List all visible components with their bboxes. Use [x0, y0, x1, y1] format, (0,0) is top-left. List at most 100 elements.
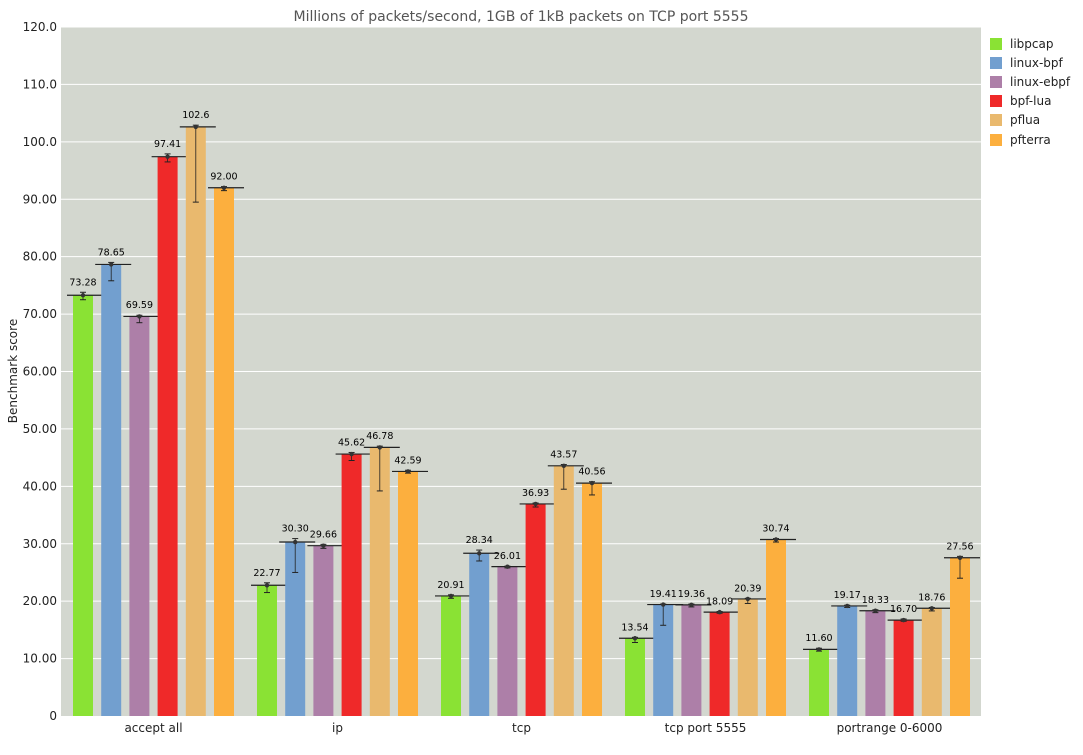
value-dot [321, 543, 326, 548]
bar-pflua-3 [737, 598, 758, 716]
data-label: 19.17 [834, 590, 861, 601]
legend-item-bpf-lua: bpf-lua [990, 92, 1070, 111]
data-label: 20.39 [734, 583, 761, 594]
data-label: 46.78 [366, 431, 393, 442]
legend-swatch [990, 75, 1002, 88]
value-dot [632, 636, 638, 641]
bar-libpcap-3 [625, 638, 645, 716]
value-dot [165, 154, 170, 159]
y-tick-label: 60.00 [23, 365, 57, 379]
bar-pfterra-3 [766, 539, 786, 716]
bar-linux-bpf-4 [837, 605, 858, 716]
bar-libpcap-4 [809, 649, 829, 716]
value-dot [80, 293, 86, 298]
bar-linux-ebpf-1 [313, 545, 334, 716]
x-tick-label: ip [332, 721, 343, 735]
value-dot [589, 480, 595, 486]
y-tick-label: 30.00 [23, 537, 57, 551]
y-tick-label: 110.0 [23, 77, 57, 91]
y-tick-label: 0 [49, 709, 57, 723]
data-label: 11.60 [805, 633, 832, 644]
data-label: 78.65 [98, 247, 125, 258]
value-dot [349, 451, 354, 457]
data-label: 18.33 [862, 595, 889, 606]
bars: 73.28 78.65 69.59 97.41 102.6 92.00 22.77 30.30… [67, 110, 980, 717]
bar-bpf-lua-0 [157, 156, 178, 717]
bar-bpf-lua-1 [341, 454, 362, 716]
data-label: 18.76 [918, 592, 945, 603]
x-tick-label: accept all [124, 721, 182, 735]
value-dot [193, 124, 198, 130]
data-label: 19.41 [650, 589, 677, 600]
value-dot [845, 603, 850, 609]
value-dot [873, 608, 878, 613]
legend-swatch [990, 95, 1002, 108]
data-label: 69.59 [126, 300, 153, 311]
bar-linux-ebpf-4 [865, 610, 886, 716]
data-label: 20.91 [437, 580, 464, 591]
value-dot [745, 596, 750, 602]
value-dot [264, 583, 270, 588]
data-label: 29.66 [310, 529, 337, 540]
y-tick-label: 70.00 [23, 307, 57, 321]
data-label: 27.56 [946, 541, 973, 552]
legend-item-linux-bpf: linux-bpf [990, 53, 1070, 72]
value-dot [717, 609, 722, 615]
bar-linux-bpf-1 [285, 542, 306, 716]
y-axis-label: Benchmark score [6, 319, 20, 423]
data-label: 19.36 [678, 589, 705, 600]
data-label: 45.62 [338, 437, 365, 448]
bar-libpcap-0 [73, 295, 93, 716]
legend-label: pfterra [1010, 132, 1051, 147]
bar-linux-ebpf-2 [497, 566, 518, 716]
legend-item-pfterra: pfterra [990, 130, 1070, 149]
bar-pflua-1 [369, 447, 390, 716]
data-label: 18.09 [706, 597, 733, 608]
legend-item-linux-ebpf: linux-ebpf [990, 72, 1070, 91]
value-dot [477, 551, 482, 556]
data-label: 42.59 [394, 455, 421, 466]
data-label: 22.77 [253, 568, 280, 579]
legend-swatch [990, 114, 1002, 127]
data-label: 30.30 [282, 524, 309, 535]
data-label: 97.41 [154, 139, 181, 150]
legend-label: linux-bpf [1010, 55, 1063, 70]
value-dot [929, 606, 934, 611]
y-tick-label: 90.00 [23, 192, 57, 206]
legend-item-libpcap: libpcap [990, 34, 1070, 53]
value-dot [109, 262, 114, 267]
legend: libpcap linux-bpf linux-ebpf bpf-lua pflua pf… [990, 34, 1070, 149]
y-tick-label: 80.00 [23, 250, 57, 264]
x-axis-ticks: accept all ip tcp tcp port 5555 portrange 0-… [124, 721, 942, 735]
bar-pflua-2 [553, 465, 574, 716]
y-tick-label: 40.00 [23, 479, 57, 493]
data-label: 43.57 [550, 450, 577, 461]
value-dot [377, 445, 382, 450]
data-label: 36.93 [522, 488, 549, 499]
data-label: 92.00 [210, 172, 237, 183]
y-tick-label: 20.00 [23, 594, 57, 608]
value-dot [901, 617, 906, 623]
chart-title: Millions of packets/second, 1GB of 1kB p… [294, 9, 749, 25]
legend-swatch [990, 133, 1002, 146]
value-dot [293, 539, 298, 545]
bar-linux-ebpf-0 [129, 316, 150, 716]
bar-pflua-4 [921, 608, 942, 716]
value-dot [816, 647, 822, 652]
bar-pflua-0 [185, 126, 206, 716]
bar-bpf-lua-3 [709, 612, 730, 716]
value-dot [137, 314, 142, 319]
bar-pfterra-0 [214, 187, 234, 716]
y-axis-ticks: 0 10.00 20.00 30.00 40.00 50.00 60.00 70.00 80.0… [23, 20, 57, 723]
bar-libpcap-2 [441, 595, 461, 716]
x-tick-label: portrange 0-6000 [837, 721, 943, 735]
y-tick-label: 120.0 [23, 20, 57, 34]
data-label: 30.74 [762, 524, 789, 535]
value-dot [221, 185, 227, 190]
data-label: 13.54 [621, 622, 648, 633]
data-label: 102.6 [182, 110, 209, 121]
value-dot [505, 564, 510, 569]
legend-label: bpf-lua [1010, 94, 1052, 109]
y-tick-label: 10.00 [23, 652, 57, 666]
bar-linux-bpf-2 [469, 553, 490, 716]
